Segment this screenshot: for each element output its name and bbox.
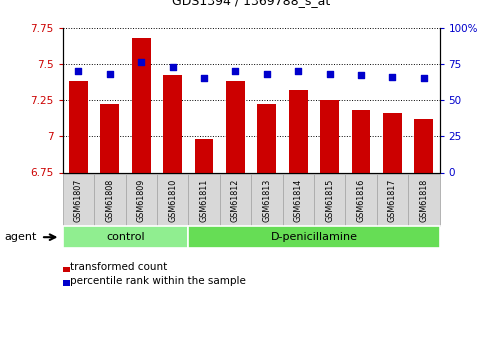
Point — [200, 76, 208, 81]
Point — [106, 71, 114, 77]
Text: GSM61817: GSM61817 — [388, 179, 397, 222]
Text: GSM61809: GSM61809 — [137, 179, 146, 222]
Point — [74, 68, 82, 74]
Text: GSM61815: GSM61815 — [325, 179, 334, 222]
Text: GSM61816: GSM61816 — [356, 179, 366, 222]
Point — [420, 76, 428, 81]
Bar — [163, 76, 182, 172]
Bar — [69, 81, 88, 172]
Text: GSM61812: GSM61812 — [231, 179, 240, 222]
Text: GSM61808: GSM61808 — [105, 179, 114, 222]
Text: control: control — [106, 232, 145, 242]
Point — [232, 68, 240, 74]
Point — [357, 73, 365, 78]
Text: agent: agent — [5, 232, 37, 242]
Bar — [195, 139, 213, 172]
Bar — [257, 105, 276, 172]
Bar — [414, 119, 433, 172]
Text: GDS1394 / 1369788_s_at: GDS1394 / 1369788_s_at — [172, 0, 330, 7]
Point — [295, 68, 302, 74]
Bar — [289, 90, 308, 172]
Text: GSM61811: GSM61811 — [199, 179, 209, 222]
Text: GSM61810: GSM61810 — [168, 179, 177, 222]
Bar — [100, 105, 119, 172]
Text: GSM61814: GSM61814 — [294, 179, 303, 222]
Text: GSM61813: GSM61813 — [262, 179, 271, 222]
Text: transformed count: transformed count — [70, 263, 167, 272]
Point — [169, 64, 177, 69]
Point — [326, 71, 333, 77]
Text: D-penicillamine: D-penicillamine — [270, 232, 357, 242]
Bar — [383, 113, 402, 172]
Text: GSM61807: GSM61807 — [74, 179, 83, 222]
Bar — [320, 100, 339, 172]
Bar — [132, 38, 151, 172]
Bar — [352, 110, 370, 172]
Point — [138, 60, 145, 65]
Bar — [226, 81, 245, 172]
Text: percentile rank within the sample: percentile rank within the sample — [70, 276, 246, 286]
Text: GSM61818: GSM61818 — [419, 179, 428, 222]
Point — [263, 71, 271, 77]
Point — [389, 74, 397, 80]
